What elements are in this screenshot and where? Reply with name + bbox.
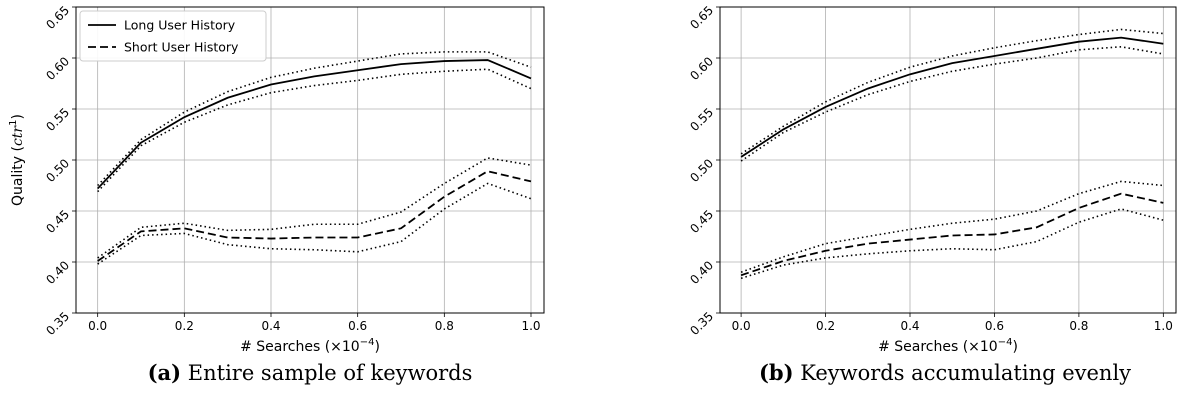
- chart-a: 0.0 0.2 0.4 0.6 0.8 1.0 0.35 0.40 0.45 0.50 0.55 0.…: [8, 3, 545, 355]
- series-b-solid-lower-bound: [740, 45, 1164, 162]
- y-tick-label: 0.45: [43, 207, 72, 236]
- x-tick-label: 0.0: [732, 319, 751, 333]
- y-tick-label: 0.40: [687, 258, 716, 287]
- y-tick-label: 0.50: [43, 156, 72, 185]
- plot-frame: [719, 6, 1177, 314]
- x-tick-label: 0.0: [88, 319, 107, 333]
- y-tick-label: 0.55: [687, 105, 716, 134]
- caption-b-label: (b): [758, 360, 794, 385]
- x-axis-label: # Searches (×10−4): [878, 337, 1018, 355]
- y-tick-label: 0.50: [687, 156, 716, 185]
- series-b-dashed-line: [740, 192, 1164, 277]
- series-a-dashed-lower-bound: [97, 182, 532, 265]
- y-axis-label: Quality (ctr1): [8, 114, 26, 206]
- x-tick-label: 0.2: [816, 319, 835, 333]
- y-tick-label: 0.45: [687, 207, 716, 236]
- x-tick-label: 1.0: [521, 319, 540, 333]
- caption-a: (a) Entire sample of keywords: [80, 360, 540, 385]
- x-tick-label: 0.8: [1069, 319, 1088, 333]
- y-tick-label: 0.35: [687, 309, 716, 338]
- caption-a-text: Entire sample of keywords: [187, 361, 473, 385]
- x-tick-label: 0.2: [175, 319, 194, 333]
- series-a-dashed-upper-bound: [97, 157, 532, 259]
- series-b-solid-line: [740, 36, 1164, 158]
- x-tick-label: 0.4: [900, 319, 919, 333]
- series-b-solid-upper-bound: [740, 28, 1164, 155]
- x-tick-label: 0.8: [435, 319, 454, 333]
- y-tick-label: 0.65: [687, 3, 716, 32]
- y-tick-label: 0.35: [43, 309, 72, 338]
- caption-b-text: Keywords accumulating evenly: [800, 361, 1132, 385]
- legend-entry: Long User History: [124, 18, 236, 33]
- y-tick-label: 0.65: [43, 3, 72, 32]
- series-a-dashed-line: [97, 170, 532, 262]
- chart-b: 0.0 0.2 0.4 0.6 0.8 1.0 0.35 0.40 0.45 0.50 0.55 0.…: [687, 3, 1177, 355]
- y-tick-label: 0.60: [687, 54, 716, 83]
- legend-box: [79, 10, 267, 62]
- x-tick-label: 0.6: [985, 319, 1004, 333]
- series-a-solid-line: [97, 59, 532, 190]
- series-b-dashed-upper-bound: [740, 180, 1164, 273]
- x-tick-label: 0.6: [348, 319, 367, 333]
- series-b-dashed-lower-bound: [740, 208, 1164, 280]
- series-a-solid-upper-bound: [97, 51, 532, 187]
- series-a-solid-lower-bound: [97, 68, 532, 193]
- y-tick-label: 0.55: [43, 105, 72, 134]
- x-tick-label: 1.0: [1154, 319, 1173, 333]
- y-tick-label: 0.40: [43, 258, 72, 287]
- legend: Long User History Short User History: [79, 10, 267, 62]
- x-axis-label: # Searches (×10−4): [240, 337, 380, 355]
- legend-entry: Short User History: [124, 40, 239, 55]
- x-tick-label: 0.4: [261, 319, 280, 333]
- plot-frame: [75, 6, 545, 314]
- caption-a-label: (a): [147, 360, 182, 385]
- y-tick-label: 0.60: [43, 54, 72, 83]
- caption-b: (b) Keywords accumulating evenly: [715, 360, 1175, 385]
